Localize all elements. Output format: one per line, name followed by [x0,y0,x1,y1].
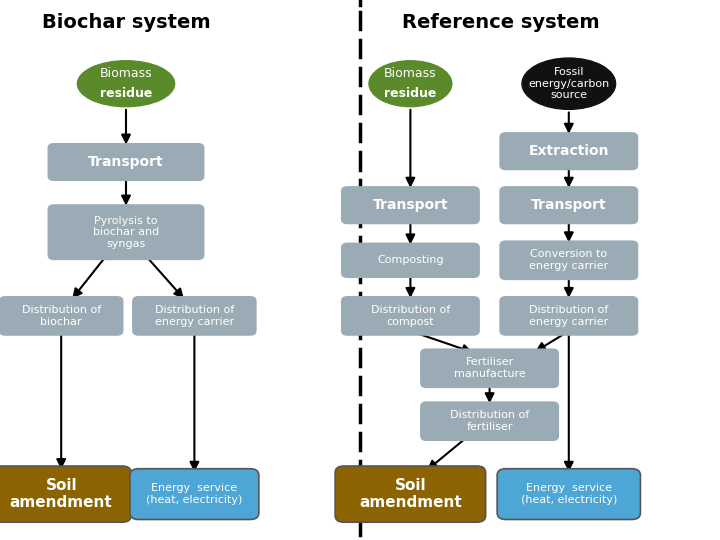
FancyBboxPatch shape [133,297,256,335]
FancyBboxPatch shape [341,243,480,278]
Text: Distribution of
compost: Distribution of compost [371,305,450,327]
Text: residue: residue [384,87,436,100]
Text: Distribution of
biochar: Distribution of biochar [22,305,101,327]
FancyBboxPatch shape [420,402,559,441]
FancyBboxPatch shape [0,466,131,522]
FancyBboxPatch shape [48,205,204,260]
Text: Distribution of
fertiliser: Distribution of fertiliser [450,410,529,432]
Text: Energy  service
(heat, electricity): Energy service (heat, electricity) [521,483,617,505]
FancyBboxPatch shape [500,297,638,335]
FancyBboxPatch shape [335,466,485,522]
Ellipse shape [522,58,616,109]
FancyBboxPatch shape [500,241,638,280]
FancyBboxPatch shape [500,187,638,224]
Text: Transport: Transport [372,198,449,212]
FancyBboxPatch shape [130,469,259,519]
Text: Distribution of
energy carrier: Distribution of energy carrier [529,305,608,327]
Text: Transport: Transport [531,198,607,212]
Text: Energy  service
(heat, electricity): Energy service (heat, electricity) [146,483,243,505]
Text: Conversion to
energy carrier: Conversion to energy carrier [529,249,608,271]
Text: Biomass: Biomass [99,67,153,80]
Text: Biochar system: Biochar system [42,14,210,32]
Text: Biomass: Biomass [384,67,437,80]
Text: Distribution of
energy carrier: Distribution of energy carrier [155,305,234,327]
Ellipse shape [369,60,452,107]
Text: Fertiliser
manufacture: Fertiliser manufacture [454,357,526,379]
Text: Soil
amendment: Soil amendment [10,478,112,510]
Text: Soil
amendment: Soil amendment [359,478,462,510]
FancyBboxPatch shape [341,297,480,335]
FancyBboxPatch shape [420,349,559,388]
Ellipse shape [77,60,175,107]
FancyBboxPatch shape [498,469,641,519]
Text: Pyrolysis to
biochar and
syngas: Pyrolysis to biochar and syngas [93,215,159,249]
Text: Fossil
energy/carbon
source: Fossil energy/carbon source [528,67,609,100]
Text: residue: residue [100,87,152,100]
Text: Transport: Transport [88,155,164,169]
FancyBboxPatch shape [341,187,480,224]
Text: Extraction: Extraction [528,144,609,158]
FancyBboxPatch shape [48,144,204,180]
FancyBboxPatch shape [500,133,638,170]
Text: Reference system: Reference system [402,14,599,32]
Text: Composting: Composting [377,255,444,265]
FancyBboxPatch shape [0,297,122,335]
